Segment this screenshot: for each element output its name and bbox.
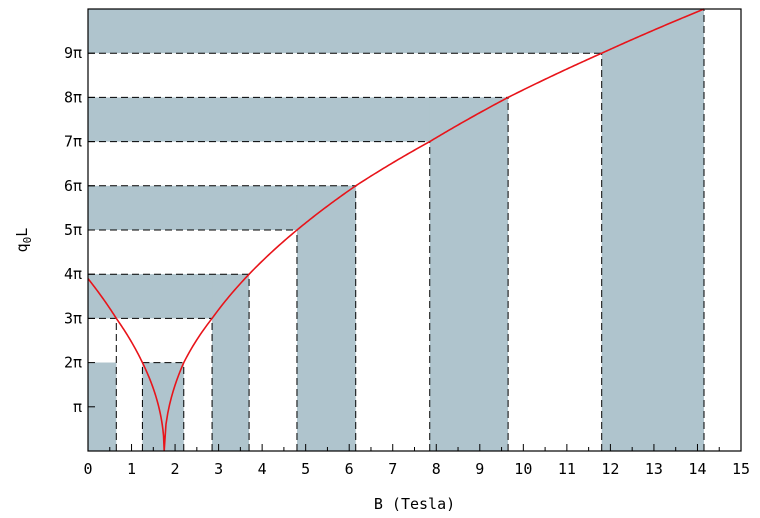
x-tick-label-9: 9: [475, 460, 484, 478]
x-tick-label-0: 0: [83, 460, 92, 478]
x-tick-label-12: 12: [601, 460, 619, 478]
y-tick-label-3: 3π: [64, 309, 82, 327]
y-tick-label-7: 7π: [64, 133, 82, 151]
y-tick-label-8: 8π: [64, 88, 82, 106]
y-tick-label-5: 5π: [64, 221, 82, 239]
dashed-guides: [88, 9, 705, 451]
y-tick-label-9: 9π: [64, 44, 82, 62]
x-tick-label-7: 7: [388, 460, 397, 478]
x-tick-label-3: 3: [214, 460, 223, 478]
y-axis-label: q0L: [13, 228, 34, 253]
x-tick-label-4: 4: [258, 460, 267, 478]
vertical-band-6: [601, 9, 704, 451]
x-tick-label-6: 6: [345, 460, 354, 478]
x-tick-label-8: 8: [432, 460, 441, 478]
x-tick-label-13: 13: [645, 460, 663, 478]
x-tick-label-15: 15: [732, 460, 750, 478]
y-axis: π 2π 3π 4π 5π 6π 7π 8π 9π: [64, 44, 95, 416]
x-tick-label-10: 10: [514, 460, 532, 478]
vertical-band-3: [212, 274, 250, 451]
x-tick-label-14: 14: [688, 460, 706, 478]
x-tick-label-2: 2: [171, 460, 180, 478]
shaded-bands: [88, 9, 704, 452]
y-tick-label-1: π: [73, 398, 82, 416]
horizontal-band-5: [88, 9, 704, 54]
x-tick-label-11: 11: [558, 460, 576, 478]
x-axis-label: B (Tesla): [374, 495, 455, 513]
x-tick-label-5: 5: [301, 460, 310, 478]
vertical-band-5: [429, 97, 509, 452]
y-tick-label-2: 2π: [64, 354, 82, 372]
y-tick-label-4: 4π: [64, 265, 82, 283]
y-tick-label-6: 6π: [64, 177, 82, 195]
dispersion-curve: [87, 8, 705, 452]
y-axis-label-subscript: 0: [21, 237, 34, 244]
x-axis: 0 1 2 3 4 5 6 7 8 9 10 11 12 13 14 15: [83, 444, 750, 478]
vertical-band-4: [296, 185, 356, 452]
y-axis-label-main: q: [13, 243, 31, 252]
x-tick-label-1: 1: [127, 460, 136, 478]
y-axis-label-tail: L: [13, 228, 31, 237]
